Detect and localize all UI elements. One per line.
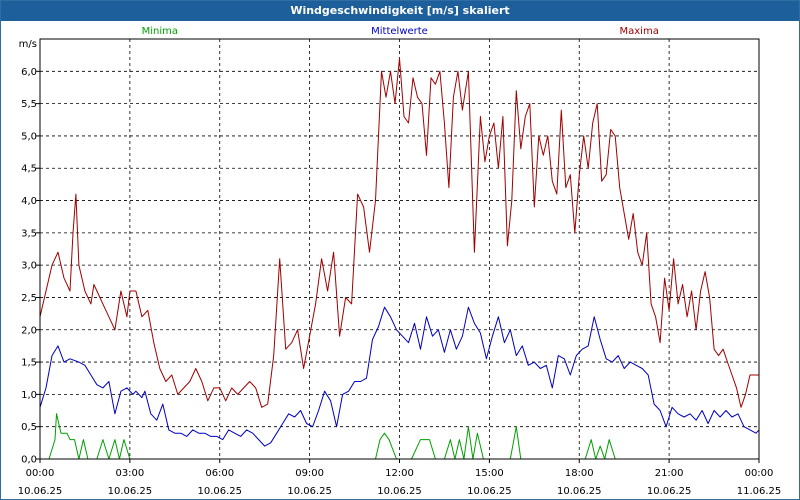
x-tick-date-label: 10.06.25 xyxy=(467,486,512,497)
x-tick-time-label: 06:00 xyxy=(205,468,234,479)
y-tick-label: 0,5 xyxy=(21,422,37,433)
x-tick-time-label: 21:00 xyxy=(655,468,684,479)
legend-entry-mittelwerte: Mittelwerte xyxy=(371,26,428,37)
x-tick-time-label: 09:00 xyxy=(295,468,324,479)
chart-title: Windgeschwindigkeit [m/s] skaliert xyxy=(1,1,799,21)
grid xyxy=(40,39,759,460)
x-tick-time-label: 00:00 xyxy=(26,468,55,479)
x-tick-date-label: 11.06.25 xyxy=(737,486,782,497)
x-tick-time-label: 18:00 xyxy=(565,468,594,479)
x-tick-time-label: 03:00 xyxy=(115,468,144,479)
x-tick-date-label: 10.06.25 xyxy=(18,486,63,497)
x-tick-date-label: 10.06.25 xyxy=(197,486,242,497)
y-tick-label: 4,5 xyxy=(21,164,37,175)
x-tick-time-label: 12:00 xyxy=(385,468,414,479)
y-tick-label: 4,0 xyxy=(21,196,37,207)
x-tick-date-label: 10.06.25 xyxy=(287,486,332,497)
x-tick-date-label: 10.06.25 xyxy=(647,486,692,497)
y-tick-label: 0,0 xyxy=(21,455,37,466)
x-tick-date-label: 10.06.25 xyxy=(557,486,602,497)
y-tick-label: 1,5 xyxy=(21,358,37,369)
y-tick-label: 2,0 xyxy=(21,325,37,336)
x-tick-date-label: 10.06.25 xyxy=(108,486,153,497)
tick-labels: 0,0 0,5 1,0 1,5 2,0 2,5 3,0 3,5 4,0 4,5 5,0 5,5 6,0 0… xyxy=(18,39,782,497)
y-tick-label: 1,0 xyxy=(21,390,37,401)
y-tick-label: 3,0 xyxy=(21,261,37,272)
series-line-mittelwerte xyxy=(39,306,760,447)
y-tick-label: 5,0 xyxy=(21,131,37,142)
y-tick-label: 6,0 xyxy=(21,67,37,78)
x-tick-time-label: 00:00 xyxy=(745,468,774,479)
y-tick-label: 5,5 xyxy=(21,99,37,110)
y-tick-label: 2,5 xyxy=(21,293,37,304)
y-axis-label: m/s xyxy=(19,39,37,50)
series-line-maxima xyxy=(39,57,759,408)
legend-entry-maxima: Maxima xyxy=(620,26,659,37)
legend-entry-minima: Minima xyxy=(142,26,178,37)
x-tick-date-label: 10.06.25 xyxy=(377,486,422,497)
legend: Minima Mittelwerte Maxima xyxy=(142,26,659,37)
axes xyxy=(36,38,760,463)
y-tick-label: 3,5 xyxy=(21,228,37,239)
plot-border xyxy=(39,38,760,460)
x-tick-time-label: 15:00 xyxy=(475,468,504,479)
